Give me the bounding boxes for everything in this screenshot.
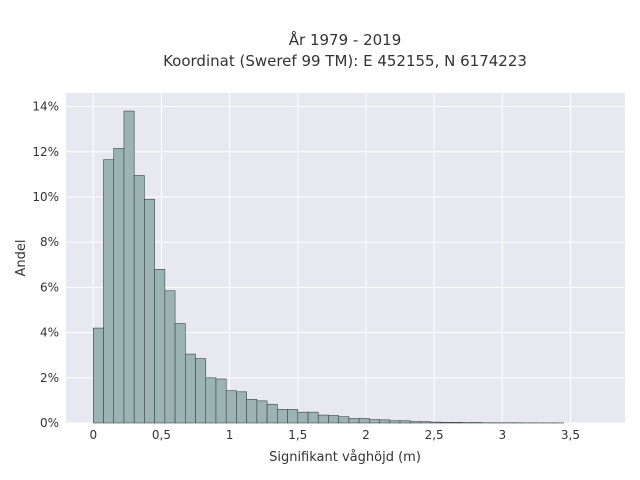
x-tick-label: 0,5	[152, 428, 171, 442]
histogram-bar	[379, 419, 391, 424]
histogram-bar	[103, 159, 115, 424]
histogram-bar	[399, 420, 411, 424]
histogram-bar	[246, 398, 258, 424]
x-axis-ticks: 0 0,5 1 1,5 2 2,5 3 3,5	[89, 428, 580, 442]
histogram-bar	[92, 327, 104, 424]
x-tick-label: 3,5	[561, 428, 580, 442]
histogram-bar	[205, 377, 217, 424]
y-tick-label: 0%	[40, 416, 59, 430]
bars-group	[92, 110, 564, 424]
x-axis-label: Signifikant våghöjd (m)	[269, 450, 421, 465]
histogram-bar	[358, 418, 370, 424]
y-tick-label: 14%	[32, 100, 59, 114]
x-tick-label: 2,5	[425, 428, 444, 442]
histogram-bar	[307, 411, 319, 424]
x-tick-label: 1	[226, 428, 234, 442]
x-tick-label: 3	[498, 428, 506, 442]
histogram-bar	[317, 414, 329, 424]
histogram-bar	[256, 400, 268, 424]
x-tick-label: 1,5	[288, 428, 307, 442]
y-axis-label: Andel	[14, 240, 29, 277]
histogram-bar	[277, 409, 288, 424]
y-tick-label: 4%	[40, 326, 59, 340]
y-tick-label: 12%	[32, 145, 59, 159]
histogram-bar	[236, 391, 247, 424]
chart-subtitle: Koordinat (Sweref 99 TM): E 452155, N 61…	[163, 52, 527, 70]
y-axis-ticks: 0% 2% 4% 6% 8% 10% 12% 14%	[32, 100, 59, 430]
y-tick-label: 2%	[40, 371, 59, 385]
y-tick-label: 8%	[40, 235, 59, 249]
histogram-bar	[328, 415, 339, 424]
x-tick-label: 0	[89, 428, 97, 442]
x-tick-label: 2	[362, 428, 370, 442]
y-tick-label: 6%	[40, 280, 59, 294]
histogram-bar	[338, 416, 350, 424]
histogram-bar	[287, 409, 299, 424]
histogram-bar	[420, 421, 432, 424]
histogram-bar	[409, 421, 421, 424]
histogram-bar	[225, 390, 237, 424]
histogram-bar	[113, 148, 125, 424]
histogram-bar	[297, 411, 309, 424]
histogram-bar	[348, 418, 360, 424]
histogram-bar	[164, 290, 176, 424]
histogram-bar	[154, 269, 166, 424]
histogram-bar	[195, 358, 207, 424]
histogram-bar	[144, 198, 155, 424]
histogram-bar	[440, 422, 452, 424]
histogram-bar	[369, 419, 380, 424]
histogram-bar	[389, 420, 401, 424]
histogram-bar	[430, 421, 442, 424]
histogram-bar	[215, 378, 227, 424]
histogram-bar	[184, 353, 196, 424]
y-tick-label: 10%	[32, 190, 59, 204]
histogram-bar	[174, 323, 186, 424]
histogram-bar	[123, 110, 135, 424]
histogram-bar	[450, 422, 462, 424]
chart-title: År 1979 - 2019	[289, 30, 402, 49]
histogram-bar	[133, 175, 145, 424]
histogram-bar	[266, 403, 278, 424]
